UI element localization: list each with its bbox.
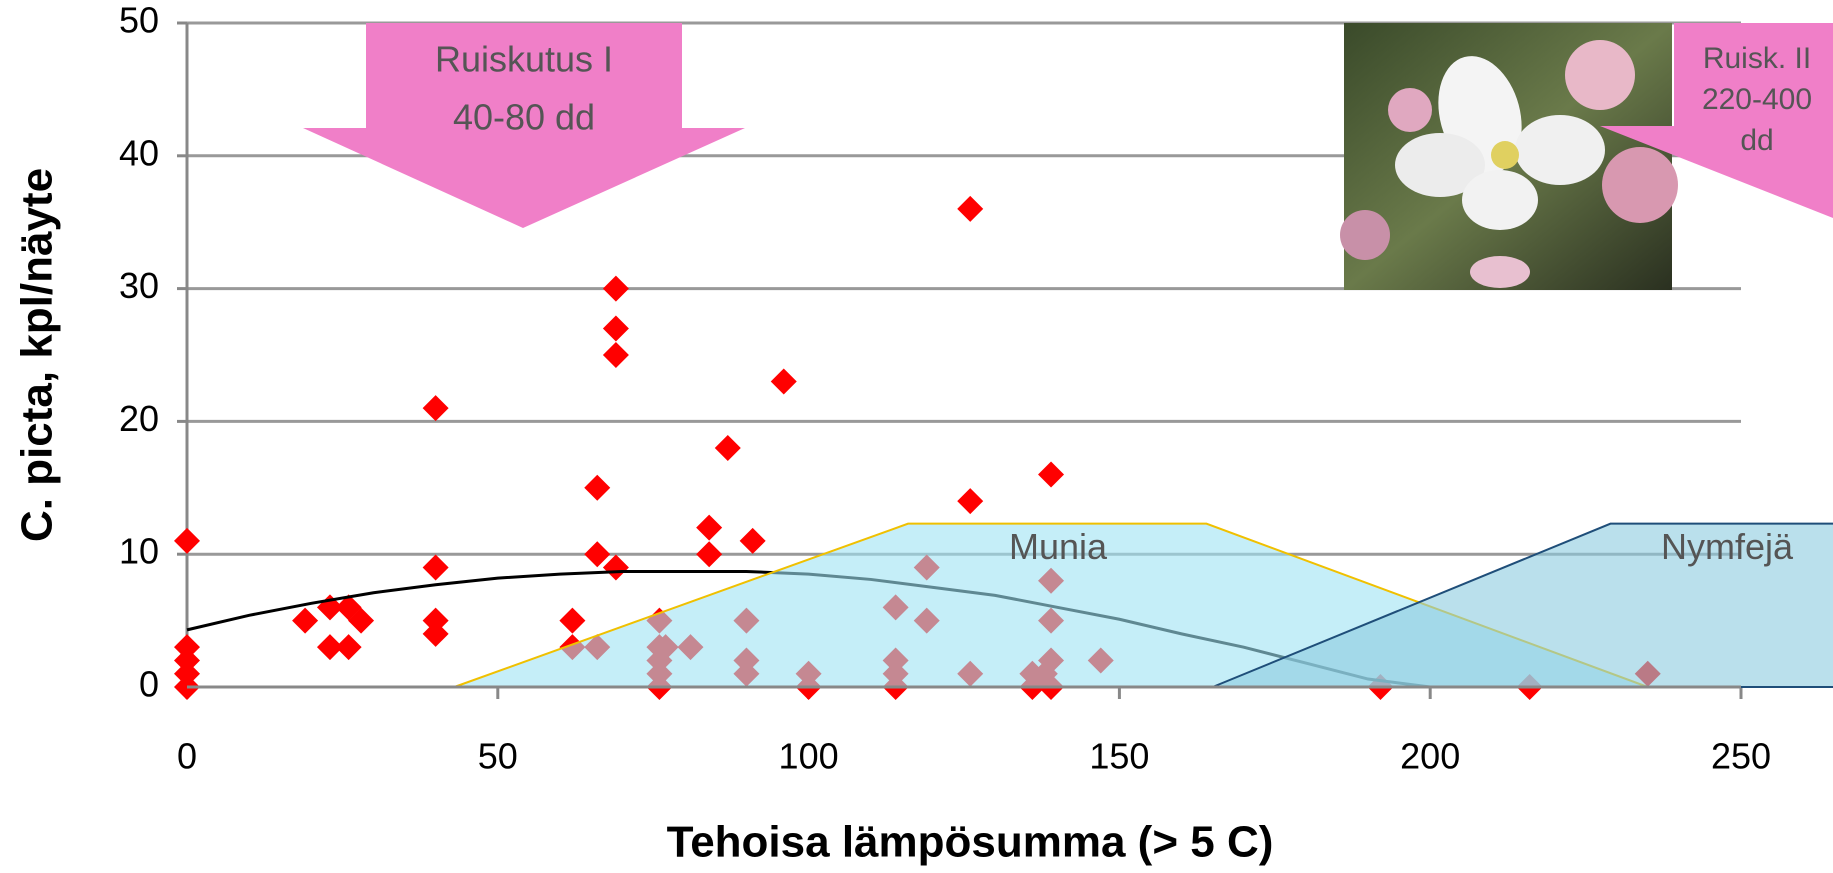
data-point — [292, 608, 318, 634]
x-tick-label: 0 — [177, 736, 197, 777]
data-point — [1038, 462, 1064, 488]
data-point — [336, 634, 362, 660]
data-point — [696, 515, 722, 541]
flower-photo — [1340, 23, 1678, 290]
x-tick-label: 150 — [1089, 736, 1149, 777]
annotation-text: 220-400 — [1702, 83, 1812, 116]
data-point — [771, 369, 797, 395]
data-point — [423, 554, 449, 580]
y-tick-label: 40 — [119, 132, 159, 173]
x-tick-label: 200 — [1400, 736, 1460, 777]
annotation-text: Ruisk. II — [1703, 42, 1811, 75]
data-point — [174, 528, 200, 554]
stage-label: Nymfejä — [1661, 526, 1794, 567]
annotation-text: dd — [1740, 124, 1773, 157]
data-point — [740, 528, 766, 554]
stage-label: Munia — [1009, 526, 1108, 567]
data-point — [603, 276, 629, 302]
data-point — [957, 196, 983, 222]
x-tick-label: 250 — [1711, 736, 1771, 777]
x-tick-label: 100 — [779, 736, 839, 777]
data-point — [423, 621, 449, 647]
data-point — [584, 475, 610, 501]
data-point — [696, 541, 722, 567]
y-tick-label: 30 — [119, 265, 159, 306]
data-point — [957, 488, 983, 514]
data-point — [715, 435, 741, 461]
data-point — [584, 541, 610, 567]
y-axis-title: C. picta, kpl/näyte — [13, 168, 62, 542]
data-point — [603, 342, 629, 368]
annotation-text: Ruiskutus I — [435, 39, 613, 80]
y-tick-label: 50 — [119, 0, 159, 41]
annotation-text: 40-80 dd — [453, 97, 595, 138]
y-tick-label: 20 — [119, 398, 159, 439]
data-point — [423, 395, 449, 421]
x-axis-title: Tehoisa lämpösumma (> 5 C) — [667, 818, 1274, 867]
y-tick-label: 0 — [139, 664, 159, 705]
y-tick-label: 10 — [119, 531, 159, 572]
data-point — [603, 315, 629, 341]
data-point — [603, 554, 629, 580]
x-tick-label: 50 — [478, 736, 518, 777]
chart: Tehoisa lämpösumma (> 5 C) C. picta, kpl… — [0, 0, 1833, 873]
data-point — [559, 608, 585, 634]
